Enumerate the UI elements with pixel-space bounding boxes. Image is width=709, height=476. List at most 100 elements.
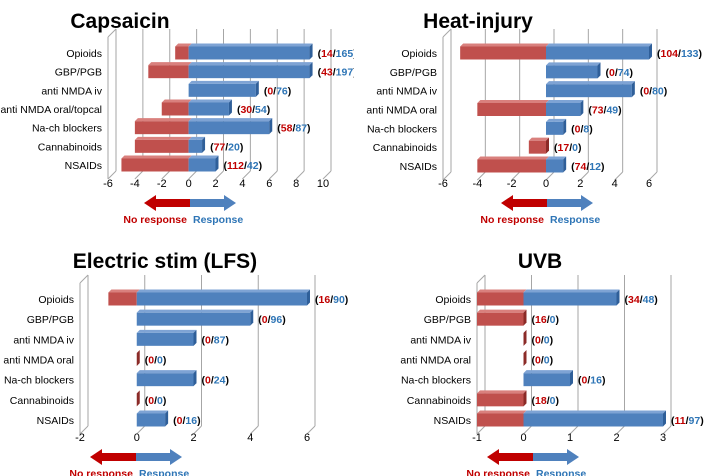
tick-label: 0 xyxy=(520,432,526,444)
annotation-part: / xyxy=(330,294,333,306)
annotation-part: ( xyxy=(173,415,177,427)
annotation-part: / xyxy=(211,334,214,346)
category-label: Opioids xyxy=(435,294,471,306)
annotation-part: ) xyxy=(307,123,311,135)
bar-end-cap xyxy=(663,410,666,427)
tick-label: 10 xyxy=(317,178,329,190)
bar-no-response-top xyxy=(161,99,192,103)
bar-response xyxy=(136,373,194,387)
bar-response xyxy=(523,373,570,387)
annotation-part: 12 xyxy=(589,161,601,173)
count-annotation: (74/12) xyxy=(571,161,604,173)
bar-no-response xyxy=(460,46,546,60)
annotation-part: 0 xyxy=(535,355,541,367)
annotation-part: ) xyxy=(267,104,271,116)
annotation-part: / xyxy=(541,355,544,367)
annotation-part: ) xyxy=(698,48,702,60)
tick-label: 0 xyxy=(186,178,192,190)
annotation-part: / xyxy=(252,104,255,116)
annotation-part: 104 xyxy=(661,48,679,60)
category-label: NSAIDs xyxy=(65,160,102,172)
annotation-part: 74 xyxy=(575,161,587,173)
bar-no-response-top xyxy=(460,43,549,47)
tick-label: 6 xyxy=(304,432,310,444)
bar-no-response-top xyxy=(477,156,549,160)
annotation-part: / xyxy=(649,86,652,98)
bar-response xyxy=(546,65,598,79)
bar-end-cap xyxy=(309,43,313,60)
annotation-part: / xyxy=(333,67,336,79)
tick-label: -4 xyxy=(472,178,482,190)
annotation-part: ( xyxy=(657,48,661,60)
annotation-part: / xyxy=(541,334,544,346)
annotation-part: 11 xyxy=(675,415,686,427)
category-label: Cannabinoids xyxy=(38,141,102,153)
annotation-part: ) xyxy=(259,160,263,172)
category-label: Na-ch blockers xyxy=(4,375,74,387)
annotation-part: / xyxy=(333,48,336,60)
bar-end-cap xyxy=(255,80,259,97)
bar-response-top xyxy=(188,118,273,122)
bar-response-top xyxy=(188,80,259,84)
bar-response xyxy=(136,292,307,306)
bar-response xyxy=(188,46,310,60)
bar-response xyxy=(546,46,649,60)
gridline-floor xyxy=(268,170,278,180)
bar-end-cap xyxy=(250,309,254,326)
annotation-part: 97 xyxy=(689,415,701,427)
annotation-part: / xyxy=(678,48,681,60)
category-label: anti NMDA iv xyxy=(410,334,471,346)
bar-no-response xyxy=(477,292,524,306)
bar-end-cap xyxy=(649,43,652,60)
annotation-part: ( xyxy=(532,334,536,346)
annotation-part: 48 xyxy=(643,294,655,306)
category-label: anti NMDA iv xyxy=(41,85,102,97)
category-label: anti NMDA oral xyxy=(400,355,471,367)
annotation-part: 24 xyxy=(214,375,226,387)
annotation-part: ) xyxy=(555,314,559,326)
annotation-part: ) xyxy=(240,141,244,153)
arrow-left-icon xyxy=(90,449,136,465)
bar-response-top xyxy=(546,81,635,85)
gridline-floor xyxy=(648,171,658,181)
annotation-part: 8 xyxy=(583,123,589,135)
category-label: NSAIDs xyxy=(400,161,437,173)
bar-no-response-top xyxy=(477,390,527,394)
gridline-floor xyxy=(614,171,624,181)
bar-response xyxy=(188,121,270,135)
bar-response xyxy=(136,413,166,427)
annotation-part: ( xyxy=(571,123,575,135)
annotation-part: 133 xyxy=(681,48,699,60)
annotation-part: / xyxy=(604,105,607,117)
gridline-floor xyxy=(188,170,197,180)
annotation-part: ) xyxy=(602,375,606,387)
count-annotation: (17/0) xyxy=(554,142,581,154)
tick-label: 2 xyxy=(577,178,583,190)
annotation-part: 0 xyxy=(148,355,154,367)
annotation-part: ( xyxy=(145,355,149,367)
bar-response xyxy=(523,413,663,427)
annotation-part: ( xyxy=(606,67,610,79)
category-label: anti NMDA oral/topcal xyxy=(0,104,102,116)
bar-end-cap xyxy=(563,156,567,173)
count-annotation: (0/0) xyxy=(145,355,167,367)
legend-response: Response xyxy=(536,468,586,476)
tick-label: -2 xyxy=(75,432,85,444)
annotation-part: 87 xyxy=(295,123,307,135)
annotation-part: / xyxy=(225,141,228,153)
annotation-part: 96 xyxy=(271,314,283,326)
bar-no-response-top xyxy=(134,118,192,122)
annotation-part: / xyxy=(615,67,618,79)
gridline-floor xyxy=(107,170,117,180)
bar-response-top xyxy=(523,289,620,293)
annotation-part: / xyxy=(244,160,247,172)
gridline-floor xyxy=(79,425,89,435)
bar-no-response-top xyxy=(134,136,192,140)
bar-response-top xyxy=(188,62,313,66)
count-annotation: (58/87) xyxy=(277,123,310,135)
category-label: Opioids xyxy=(38,294,74,306)
annotation-part: ( xyxy=(237,104,241,116)
annotation-part: 76 xyxy=(276,85,288,97)
